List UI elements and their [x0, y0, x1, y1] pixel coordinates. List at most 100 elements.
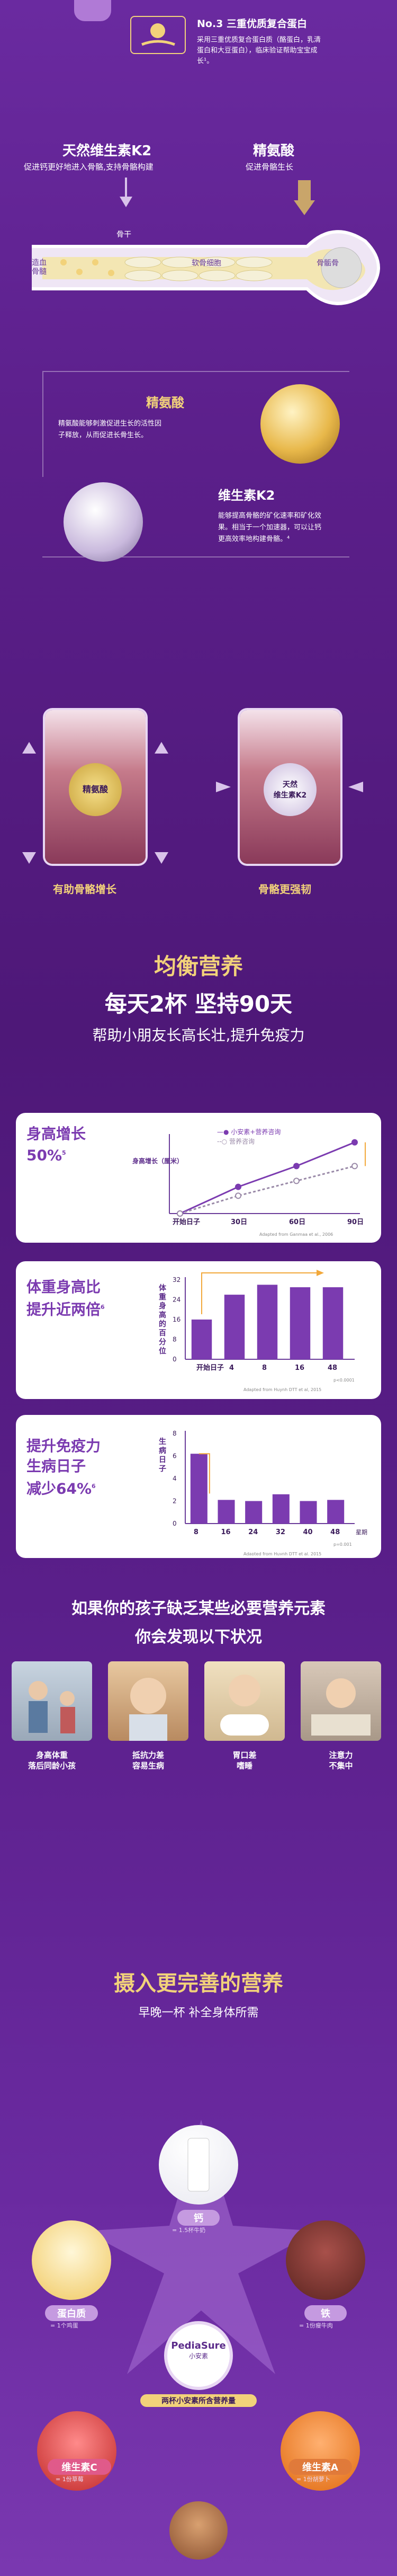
lack-title-2: 你会发现以下状况: [135, 1628, 262, 1646]
chart3-y-tick: 4: [173, 1475, 177, 1482]
photo-focus: [301, 1661, 381, 1741]
chart3-pval: p=0.001: [333, 1542, 352, 1547]
arg-card-frame: [42, 371, 349, 477]
arg-title: 精氨酸: [253, 143, 295, 159]
arg-card-desc-1: 精氨酸能够刺激促进生长的活性因: [58, 420, 162, 428]
up-down-arrows-left-icon: [22, 742, 36, 864]
chart1-tick-label: 30日: [231, 1218, 247, 1226]
twin-section: 精氨酸 天然 维生素K2 有助骨骼增长 骨骼更强韧: [0, 657, 397, 933]
beef-image: [286, 2220, 365, 2300]
calcium-sub: = 1.5杯牛奶: [172, 2227, 206, 2234]
vitc-label: 维生素C: [48, 2459, 111, 2475]
chart2-ylabel-char: 重: [159, 1293, 166, 1302]
chart1-legend-a: —● 小安素+营养咨询: [217, 1128, 281, 1136]
chart1-svg: 身高增长（厘米） 开始日子 30日 60日 90日 —● 小安素+营养咨询--○ 营养咨询…: [132, 1128, 366, 1237]
nutrition-sub: 早晚一杯 补全身体所需: [138, 2006, 259, 2020]
chart2-x-tick: 4: [229, 1364, 234, 1372]
egg-image: [32, 2220, 111, 2300]
chart2-title: 体重身高比 提升近两倍6: [26, 1278, 105, 1318]
chart1-ylabel: 身高增长（厘米）: [132, 1157, 183, 1165]
chart2-ylabel-char: 的: [159, 1320, 166, 1329]
chart1-series-line: [179, 1141, 355, 1215]
chart2-y-tick: 8: [173, 1336, 177, 1343]
k2-card-frame: [42, 556, 349, 557]
chart3-source: Adapted from Huynh DTT et al, 2015: [243, 1552, 321, 1555]
lack-item-4: 注意力 不集中: [329, 1750, 353, 1771]
label-ruangu: 软骨细胞: [192, 259, 221, 268]
k2-card-title: 维生素K2: [218, 488, 275, 503]
chart1-point: [293, 1178, 300, 1184]
chart1-point: [235, 1192, 241, 1199]
chart3-bar: [218, 1500, 235, 1524]
no3-title: No.3 三重优质复合蛋白: [197, 18, 308, 30]
photo-appetite: [204, 1661, 285, 1741]
chart3-bar: [327, 1500, 345, 1524]
chart3-bar: [245, 1501, 263, 1524]
chart1-point: [351, 1163, 358, 1170]
chart2-ylabel-char: 位: [159, 1347, 166, 1356]
figure-silhouette: [74, 0, 111, 21]
chart2-x-tick: 16: [295, 1364, 304, 1372]
milk-image: [159, 2125, 238, 2205]
k2-molecule-icon: [64, 482, 143, 562]
arg-card-title: 精氨酸: [146, 395, 184, 410]
pediasure-can: PediaSure 小安素: [164, 2321, 233, 2390]
chart2-bar: [257, 1285, 278, 1359]
headline-1: 均衡营养: [154, 953, 243, 979]
k2-title: 天然维生素K2: [62, 143, 152, 159]
chart3-arrow: [198, 1453, 210, 1494]
chart2-pval: p<0.0001: [333, 1378, 355, 1383]
chart3-y-tick: 6: [173, 1453, 177, 1460]
chart3-bar: [272, 1494, 290, 1524]
chart3-bar: [190, 1454, 207, 1524]
chart3-title: 提升免疫力 生病日子 减少64%6: [26, 1437, 101, 1498]
chart2-bar: [224, 1295, 245, 1359]
growth-caption: 有助骨骼增长: [53, 883, 116, 896]
iron-sub: = 1份瘦牛肉: [299, 2322, 333, 2329]
chart3-ylabel-char: 子: [159, 1465, 166, 1473]
chart3-x-tick: 40: [303, 1528, 313, 1536]
headline-section: 均衡营养 每天2杯 坚持90天 帮助小朋友长高长壮,提升免疫力: [0, 943, 397, 1049]
vitc-sub: = 1份草莓: [56, 2476, 84, 2483]
chart3-ylabel-char: 生: [159, 1437, 166, 1446]
photo-sick: [108, 1661, 188, 1741]
lack-section: 如果你的孩子缺乏某些必要营养元素 你会发现以下状况 身高体重 落后同龄小孩 抵抗力…: [0, 1579, 397, 1781]
chart2-y-tick: 32: [173, 1276, 181, 1283]
chart3-bar: [300, 1501, 317, 1524]
chart2-ylabel-char: 分: [159, 1338, 166, 1347]
chart1-point: [293, 1163, 300, 1170]
center-caption: 两杯小安素所含营养量: [140, 2394, 257, 2407]
chart1-point: [235, 1183, 241, 1190]
chart1-point: [177, 1210, 183, 1217]
chart3-x-unit: 星期: [356, 1529, 367, 1536]
arg-arrow-icon: [294, 180, 315, 215]
vita-label: 维生素A: [288, 2459, 352, 2475]
k2-card-desc-2: 果。相当于一个加速器，可以让钙: [218, 524, 322, 532]
nuts-image: [169, 2501, 228, 2560]
chart3-x-tick: 48: [330, 1528, 340, 1536]
arg-desc: 促进骨骼生长: [246, 162, 294, 172]
k2-desc: 促进钙更好地进入骨骼,支持骨骼构建: [24, 162, 154, 172]
chart3-x-tick: 8: [194, 1528, 198, 1536]
k2-card-desc-3: 更高效率地构建骨骼。⁴: [218, 535, 290, 543]
no3-desc-3: 长¹。: [197, 57, 214, 65]
chart2-bar: [322, 1287, 344, 1359]
photo-height: [12, 1661, 92, 1741]
lack-item-3: 胃口差 嗜睡: [232, 1750, 257, 1771]
inward-arrow-left-icon: [216, 782, 231, 792]
chart1-source: Adapted from Ganmaa et al., 2006: [259, 1232, 333, 1237]
chart2-arrow: [201, 1272, 318, 1314]
label-zaoxue: 造血 骨髓: [32, 259, 47, 276]
lack-item-2: 抵抗力差 容易生病: [132, 1750, 164, 1771]
chart2-source: Adapted from Huynh DTT et al, 2015: [243, 1387, 321, 1392]
nutrition-title: 摄入更完善的营养: [114, 1971, 283, 1996]
k2-badge: 天然 维生素K2: [264, 763, 317, 816]
chart2-bar: [191, 1320, 212, 1359]
carrot-image: [281, 2411, 360, 2491]
chart3-x-tick: 32: [276, 1528, 285, 1536]
k2-arrow-icon: [120, 178, 132, 207]
calcium-label: 钙: [177, 2210, 220, 2226]
